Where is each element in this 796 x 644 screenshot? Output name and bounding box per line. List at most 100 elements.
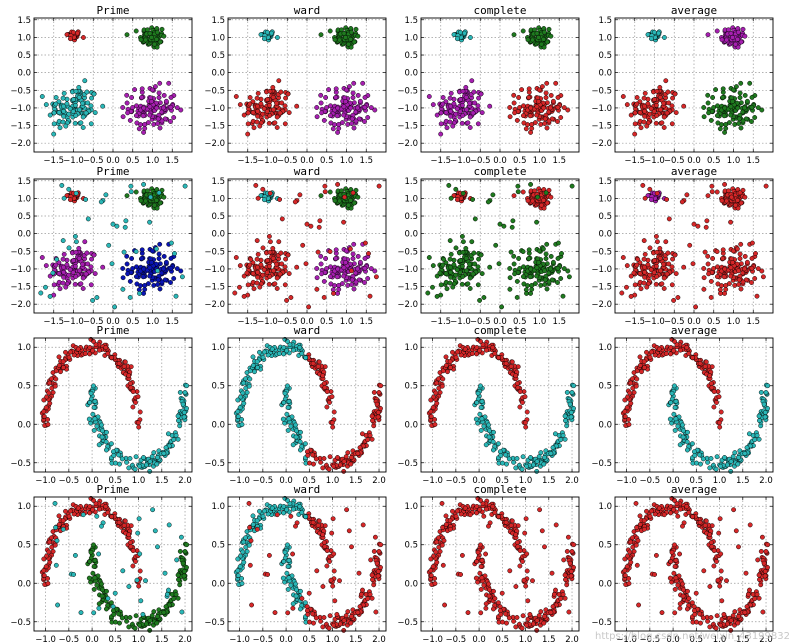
scatter-point: [430, 102, 436, 108]
scatter-point: [141, 181, 147, 187]
scatter-point: [677, 347, 683, 353]
scatter-point: [481, 423, 487, 429]
scatter-point: [478, 405, 484, 410]
scatter-point: [61, 269, 67, 275]
scatter-point: [714, 400, 719, 405]
scatter-point: [331, 290, 336, 296]
scatter-point: [550, 445, 556, 451]
scatter-point: [529, 125, 535, 131]
scatter-point: [534, 112, 540, 118]
scatter-point: [754, 432, 760, 438]
scatter-point: [714, 249, 720, 255]
x-tick-label: 1.0: [727, 317, 741, 327]
y-tick-label: 1.5: [211, 16, 225, 26]
scatter-point: [51, 121, 57, 127]
scatter-point: [142, 282, 148, 288]
scatter-point: [322, 189, 328, 195]
scatter-point: [732, 121, 738, 127]
scatter-point: [60, 256, 66, 262]
scatter-point: [470, 110, 476, 116]
y-tick-label: 0.0: [404, 230, 418, 240]
scatter-point: [561, 105, 567, 111]
scatter-point: [53, 101, 59, 107]
scatter-point: [168, 240, 174, 246]
scatter-point: [622, 414, 628, 419]
scatter-point: [426, 255, 432, 260]
scatter-point: [53, 262, 59, 268]
scatter-point: [719, 198, 725, 204]
scatter-point: [297, 447, 303, 453]
scatter-point: [293, 434, 299, 440]
scatter-point: [85, 261, 91, 267]
scatter-point: [266, 281, 272, 287]
scatter-point: [661, 261, 667, 267]
scatter-point: [303, 261, 309, 267]
scatter-point: [171, 437, 177, 443]
scatter-point: [161, 33, 167, 39]
scatter-point: [524, 463, 530, 469]
scatter-point: [267, 239, 273, 245]
scatter-point: [632, 121, 638, 127]
scatter-point: [752, 276, 758, 281]
scatter-point: [543, 95, 549, 101]
scatter-point: [657, 94, 663, 100]
scatter-point: [651, 270, 657, 275]
scatter-point: [157, 286, 163, 292]
scatter-point: [713, 87, 719, 93]
scatter-point: [548, 266, 553, 272]
scatter-point: [522, 420, 528, 426]
scatter-point: [341, 468, 347, 474]
scatter-point: [711, 389, 717, 395]
scatter-point: [447, 119, 453, 125]
scatter-point: [510, 218, 516, 224]
scatter-point: [460, 190, 466, 196]
scatter-point: [116, 452, 122, 458]
scatter-point: [323, 256, 329, 261]
scatter-point: [732, 282, 738, 288]
scatter-point: [105, 351, 111, 356]
scatter-point: [60, 238, 66, 244]
scatter-point: [486, 422, 491, 428]
scatter-point: [43, 405, 49, 411]
x-tick-label: 1.5: [552, 317, 566, 327]
scatter-point: [443, 110, 449, 115]
scatter-point: [76, 94, 82, 100]
scatter-point: [706, 271, 712, 277]
x-tick-label: −1.5: [237, 317, 258, 327]
scatter-point: [548, 194, 554, 200]
scatter-point: [50, 270, 56, 276]
scatter-point: [116, 360, 122, 366]
scatter-point: [61, 274, 67, 280]
scatter-point: [353, 109, 359, 115]
scatter-point: [474, 400, 480, 406]
scatter-point: [668, 345, 674, 350]
scatter-point: [479, 110, 485, 116]
scatter-point: [246, 383, 252, 389]
subplot-title: Prime: [96, 4, 129, 17]
scatter-point: [661, 125, 667, 130]
scatter-point: [526, 86, 532, 92]
scatter-point: [567, 401, 573, 407]
x-tick-label: 1.5: [165, 317, 179, 327]
scatter-point: [624, 405, 630, 411]
scatter-point: [94, 295, 100, 300]
scatter-point: [714, 28, 720, 34]
scatter-point: [103, 439, 109, 445]
scatter-point: [86, 416, 92, 422]
scatter-point: [475, 390, 481, 396]
scatter-point: [734, 246, 740, 252]
subplot-title: complete: [474, 4, 527, 17]
scatter-point: [232, 290, 238, 296]
scatter-point: [123, 218, 129, 224]
scatter-point: [70, 29, 76, 35]
scatter-point: [254, 280, 260, 286]
scatter-point: [724, 462, 730, 468]
scatter-point: [721, 113, 727, 119]
scatter-point: [245, 110, 251, 116]
scatter-point: [41, 409, 47, 415]
scatter-point: [627, 390, 633, 396]
scatter-point: [147, 459, 153, 464]
scatter-point: [341, 273, 347, 279]
scatter-point: [75, 30, 80, 36]
scatter-point: [143, 198, 148, 204]
